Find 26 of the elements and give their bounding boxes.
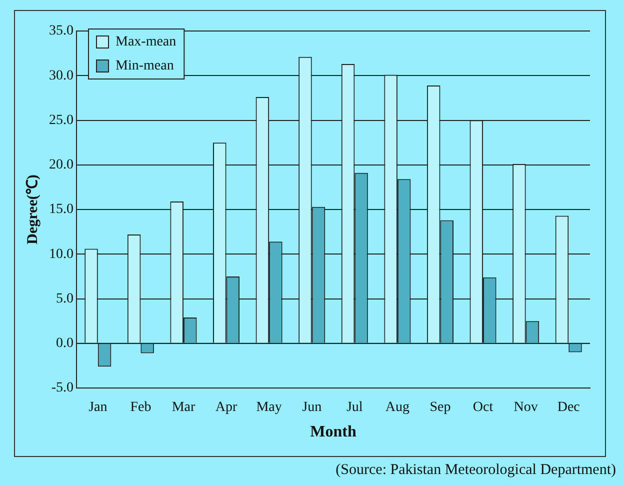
y-tick-label: 30.0 [49,68,74,84]
y-axis-title: Degree(℃) [24,174,41,244]
text: (Source: Pakistan Meteorological Department) [336,462,616,479]
legend-label: Min-mean [116,58,174,74]
x-axis-title: Month [310,424,356,441]
y-tick-label: 0.0 [56,336,74,352]
x-tick-label: Jan [88,400,108,416]
x-tick-label: Jun [302,400,322,416]
y-tick-label: 15.0 [49,202,74,218]
x-tick-label: Oct [472,400,494,416]
y-tick-label: 25.0 [49,112,74,128]
x-tick-label: Nov [514,400,538,416]
x-tick-label: Jul [346,400,363,416]
y-tick-label: 35.0 [49,24,74,39]
y-tick-label: 20.0 [49,158,74,173]
x-tick-label: Sep [430,400,451,416]
x-tick-label: Apr [215,400,238,416]
y-tick-label: 5.0 [56,291,74,306]
y-tick-label: 10.0 [49,246,74,262]
y-tick-label: -5.0 [51,380,74,396]
x-tick-label: Dec [557,400,580,416]
x-tick-label: Feb [130,400,152,416]
legend-label: Max-mean [116,34,176,50]
x-tick-label: Mar [172,400,196,416]
x-tick-label: May [256,400,282,416]
x-tick-label: Aug [385,400,410,416]
